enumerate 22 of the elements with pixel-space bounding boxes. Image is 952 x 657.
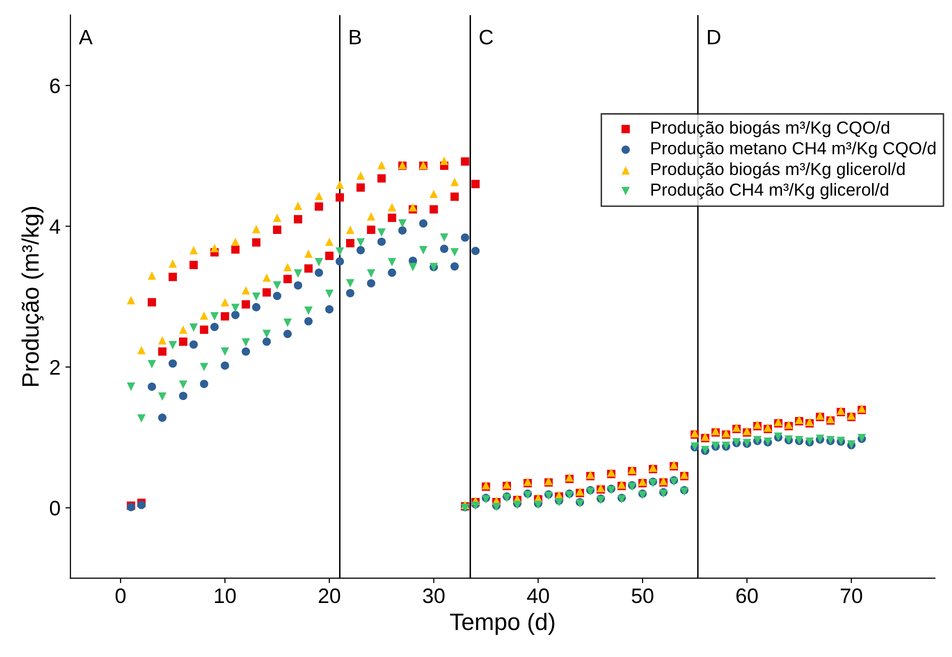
legend-label: Produção biogás m³/Kg glicerol/d	[651, 162, 905, 179]
y-axis-title: Produção (m³/kg)	[21, 206, 44, 386]
x-tick-label: 0	[116, 588, 126, 604]
y-tick-label: 4	[50, 219, 60, 234]
y-tick-label: 0	[50, 500, 60, 516]
legend-label: Produção biogás m³/Kg CQO/d	[651, 120, 890, 138]
x-tick-label: 40	[527, 588, 549, 604]
x-tick-label: 20	[318, 588, 340, 604]
legend-label: Produção CH4 m³/Kg glicerol/d	[651, 183, 888, 200]
y-tick-label: 2	[50, 360, 60, 375]
ref-line-label: C	[480, 30, 493, 44]
y-tick-label: 6	[50, 78, 60, 94]
x-tick-label: 30	[422, 588, 445, 604]
ref-line-label: D	[708, 30, 720, 44]
x-tick-label: 60	[736, 588, 758, 604]
x-tick-label: 10	[214, 588, 236, 604]
x-tick-label: 50	[632, 588, 654, 604]
legend-label: Produção metano CH4 m³/Kg CQO/d	[651, 142, 936, 158]
x-axis-title: Tempo (d)	[450, 612, 554, 635]
annotation: A	[78, 30, 93, 44]
ref-line-label: B	[350, 30, 361, 44]
x-tick-label: 70	[840, 588, 862, 604]
